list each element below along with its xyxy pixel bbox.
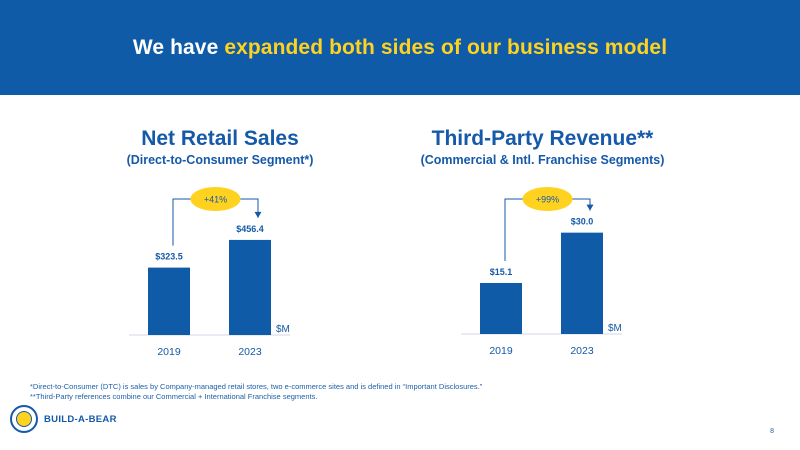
bar-2019	[480, 282, 522, 334]
bar-2023	[229, 239, 271, 335]
bar-2019	[148, 267, 190, 335]
growth-label: +99%	[536, 195, 559, 205]
chart1-subtitle: (Direct-to-Consumer Segment*)	[126, 153, 314, 167]
growth-label: +41%	[204, 195, 227, 205]
page-number: 8	[770, 428, 774, 435]
data-label-2019: $323.5	[155, 252, 183, 262]
growth-badge	[522, 187, 573, 211]
tick-label-2023: 2023	[238, 346, 262, 358]
data-label-2023: $456.4	[236, 224, 264, 234]
data-label-2023: $30.0	[571, 217, 594, 227]
unit-label: $M	[276, 324, 290, 335]
build-a-bear-logo: BUILD-A-BEAR	[10, 405, 117, 433]
tick-label-2023: 2023	[570, 345, 594, 357]
tick-label-2019: 2019	[489, 345, 513, 357]
third-party-revenue-chart: $15.1 2019 $30.0 2023 $M +99%	[461, 187, 622, 357]
chart1-title: Net Retail Sales	[141, 127, 299, 150]
unit-label: $M	[608, 323, 622, 334]
data-label-2019: $15.1	[490, 267, 513, 277]
bear-badge-icon	[10, 405, 38, 433]
net-retail-sales-chart: $323.5 2019 $456.4 2023 $M +41%	[129, 187, 290, 358]
logo-text: BUILD-A-BEAR	[44, 413, 117, 425]
growth-arrowhead	[586, 204, 594, 211]
title-banner: We have expanded both sides of our busin…	[0, 0, 800, 95]
growth-arrowhead	[254, 211, 262, 218]
growth-badge	[190, 187, 241, 211]
tick-label-2019: 2019	[157, 346, 181, 358]
chart2-subtitle: (Commercial & Intl. Franchise Segments)	[420, 153, 665, 167]
page-title: We have expanded both sides of our busin…	[133, 36, 667, 60]
footnote-dtc: *Direct-to-Consumer (DTC) is sales by Co…	[30, 382, 483, 391]
chart2-title: Third-Party Revenue**	[431, 127, 654, 150]
page-title-highlight: expanded both sides of our business mode…	[224, 35, 668, 59]
bar-2023	[561, 232, 603, 334]
page-title-prefix: We have	[132, 35, 219, 59]
footnote-third-party: **Third-Party references combine our Com…	[30, 392, 318, 401]
